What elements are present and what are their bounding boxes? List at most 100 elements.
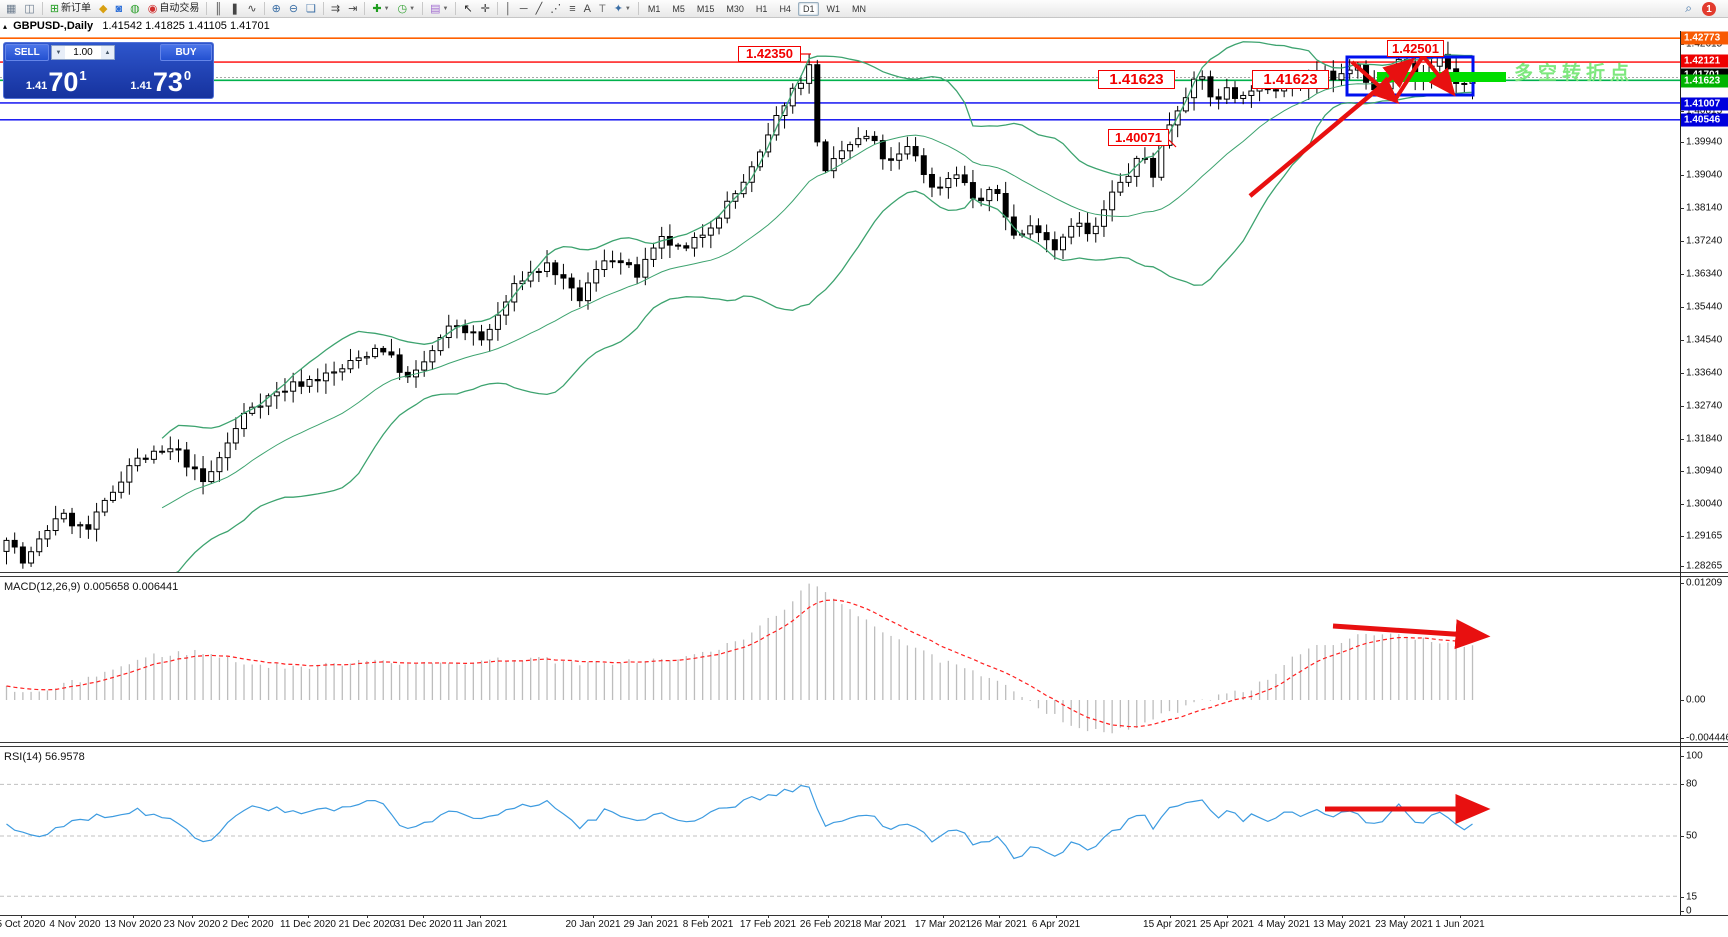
cursor-tool-glyph: ↖ <box>463 2 473 15</box>
date-axis-label[interactable]: 26 Mar 2021 <box>970 919 1028 930</box>
history-center-icon[interactable]: ◆ <box>95 0 111 18</box>
price-callout-label[interactable]: 1.41623 <box>1252 70 1329 89</box>
macd-histogram <box>5 583 1474 734</box>
macd-flat-arrow[interactable] <box>1332 619 1491 650</box>
tile-windows-icon[interactable]: ❏ <box>302 0 320 18</box>
indicators-menu[interactable]: ✚ ▼ <box>368 0 393 18</box>
volume-input[interactable]: 1.00 <box>73 47 93 58</box>
date-axis-label[interactable]: 8 Mar 2021 <box>855 919 907 930</box>
macd-window-divider[interactable] <box>0 572 1728 577</box>
timeframe-m30[interactable]: M30 <box>726 3 744 14</box>
one-click-trading-panel: SELL ▼ 1.00 ▲ BUY 1.41 70 1 1.41 73 0 <box>3 42 214 99</box>
toolbar-separator <box>206 2 208 15</box>
periods-menu[interactable]: ◷ ▼ <box>394 0 420 18</box>
price-axis-tick <box>1680 536 1684 537</box>
fibonacci-tool[interactable]: ≡ <box>565 0 579 18</box>
candlestick-chart-type-icon[interactable]: ❚ <box>226 0 243 18</box>
date-axis-label[interactable]: 17 Feb 2021 <box>739 919 797 930</box>
date-axis-label[interactable]: 25 Apr 2021 <box>1200 919 1254 930</box>
bar-chart-type-icon[interactable]: ║ <box>210 0 226 18</box>
timeframe-h4[interactable]: H4 <box>779 3 791 14</box>
rsi-chart-canvas[interactable] <box>0 748 1680 915</box>
new-order-button[interactable]: ⊞ 新订单 <box>46 0 95 18</box>
price-axis-tick <box>1680 175 1684 176</box>
timeframe-h1[interactable]: H1 <box>755 3 768 14</box>
date-axis-label[interactable]: 20 Jan 2021 <box>565 919 621 930</box>
time-axis-border <box>0 915 1728 916</box>
label-tool[interactable]: T <box>595 0 610 18</box>
timeframe-mn[interactable]: MN <box>851 3 866 14</box>
price-axis-tick <box>1680 566 1684 567</box>
crosshair-tool[interactable]: ✛ <box>477 0 494 18</box>
rsi-window-divider[interactable] <box>0 742 1728 747</box>
date-axis-label[interactable]: 23 Nov 2020 <box>163 919 221 930</box>
price-marker-1.41623: 1.41623 <box>1681 74 1728 88</box>
signals-icon[interactable]: ◍ <box>126 0 144 18</box>
cursor-tool[interactable]: ↖ <box>459 0 476 18</box>
rsi-axis-label: 100 <box>1686 750 1703 762</box>
timeframe-d1[interactable]: D1 <box>797 1 820 16</box>
date-axis-tick <box>308 915 309 918</box>
chart-preview-icon[interactable]: ◫ <box>20 0 38 18</box>
price-callout-label[interactable]: 1.41623 <box>1098 70 1175 89</box>
vertical-line-tool[interactable]: │ <box>501 0 516 18</box>
date-axis-label[interactable]: 8 Feb 2021 <box>682 919 734 930</box>
timeframe-w1[interactable]: W1 <box>826 3 840 14</box>
price-callout-label[interactable]: 1.40071 <box>1108 129 1169 146</box>
date-axis-label[interactable]: 2 Dec 2020 <box>222 919 274 930</box>
new-chart-icon[interactable]: ▦ <box>2 0 20 18</box>
price-callout-label[interactable]: 1.42501 <box>1387 40 1444 57</box>
buy-price-prefix: 1.41 <box>130 80 152 92</box>
market-watch-icon[interactable]: ◙ <box>112 0 127 18</box>
shapes-menu[interactable]: ✦ ▼ <box>610 0 635 18</box>
channel-tool[interactable]: ⋰ <box>546 0 565 18</box>
date-axis-label[interactable]: 21 Dec 2020 <box>338 919 396 930</box>
volume-decrease-button[interactable]: ▼ <box>52 46 65 59</box>
macd-chart-canvas[interactable] <box>0 578 1680 742</box>
buy-price-display[interactable]: 1.41 73 0 <box>109 62 214 98</box>
date-axis-label[interactable]: 26 Feb 2021 <box>799 919 857 930</box>
toolbar-separator <box>364 2 366 15</box>
date-axis-label[interactable]: 4 May 2021 <box>1257 919 1311 930</box>
autotrading-button-label: 自动交易 <box>159 2 200 14</box>
sell-price-display[interactable]: 1.41 70 1 <box>4 62 109 98</box>
date-axis-label[interactable]: 15 Apr 2021 <box>1143 919 1197 930</box>
volume-increase-button[interactable]: ▲ <box>101 46 114 59</box>
date-axis-label[interactable]: 6 Apr 2021 <box>1031 919 1081 930</box>
timeframe-m5[interactable]: M5 <box>672 3 685 14</box>
notification-badge[interactable]: 1 <box>1702 2 1716 16</box>
buy-button[interactable]: BUY <box>160 44 212 61</box>
text-tool[interactable]: A <box>580 0 595 18</box>
templates-menu[interactable]: ▤ ▼ <box>426 0 452 18</box>
date-axis-label[interactable]: 4 Nov 2020 <box>49 919 101 930</box>
date-axis-label[interactable]: 13 May 2021 <box>1313 919 1371 930</box>
date-axis-label[interactable]: 5 Oct 2020 <box>0 919 46 930</box>
auto-scroll-icon[interactable]: ⇉ <box>327 0 344 18</box>
date-axis-tick <box>248 915 249 918</box>
fibonacci-tool-glyph: ≡ <box>569 2 576 15</box>
date-axis-label[interactable]: 29 Jan 2021 <box>623 919 679 930</box>
sell-button[interactable]: SELL <box>5 44 49 61</box>
trendline-tool[interactable]: ╱ <box>532 0 547 18</box>
date-axis-label[interactable]: 17 Mar 2021 <box>914 919 972 930</box>
chart-shift-icon[interactable]: ⇥ <box>344 0 361 18</box>
line-chart-type-icon[interactable]: ∿ <box>243 0 260 18</box>
price-chart-canvas[interactable] <box>0 31 1680 572</box>
timeframe-m15[interactable]: M15 <box>696 3 715 14</box>
date-axis-label[interactable]: 11 Jan 2021 <box>452 919 508 930</box>
date-axis-label[interactable]: 11 Dec 2020 <box>280 919 336 930</box>
zoom-in-icon[interactable]: ⊕ <box>268 0 285 18</box>
timeframe-m1[interactable]: M1 <box>647 3 661 14</box>
search-icon[interactable]: ⌕ <box>1685 1 1692 15</box>
autotrading-button[interactable]: ◉ 自动交易 <box>144 0 204 18</box>
pivot-note-text[interactable]: 多空转折点 <box>1514 63 1635 84</box>
date-axis-label[interactable]: 23 May 2021 <box>1375 919 1433 930</box>
zoom-out-icon[interactable]: ⊖ <box>285 0 302 18</box>
date-axis-label[interactable]: 13 Nov 2020 <box>104 919 162 930</box>
horizontal-line-tool-glyph: ─ <box>519 2 528 15</box>
price-callout-label[interactable]: 1.42350 <box>738 46 801 62</box>
date-axis-label[interactable]: 31 Dec 2020 <box>394 919 452 930</box>
date-axis-label[interactable]: 1 Jun 2021 <box>1435 919 1485 930</box>
price-axis-border <box>1680 31 1681 915</box>
horizontal-line-tool[interactable]: ─ <box>516 0 532 18</box>
